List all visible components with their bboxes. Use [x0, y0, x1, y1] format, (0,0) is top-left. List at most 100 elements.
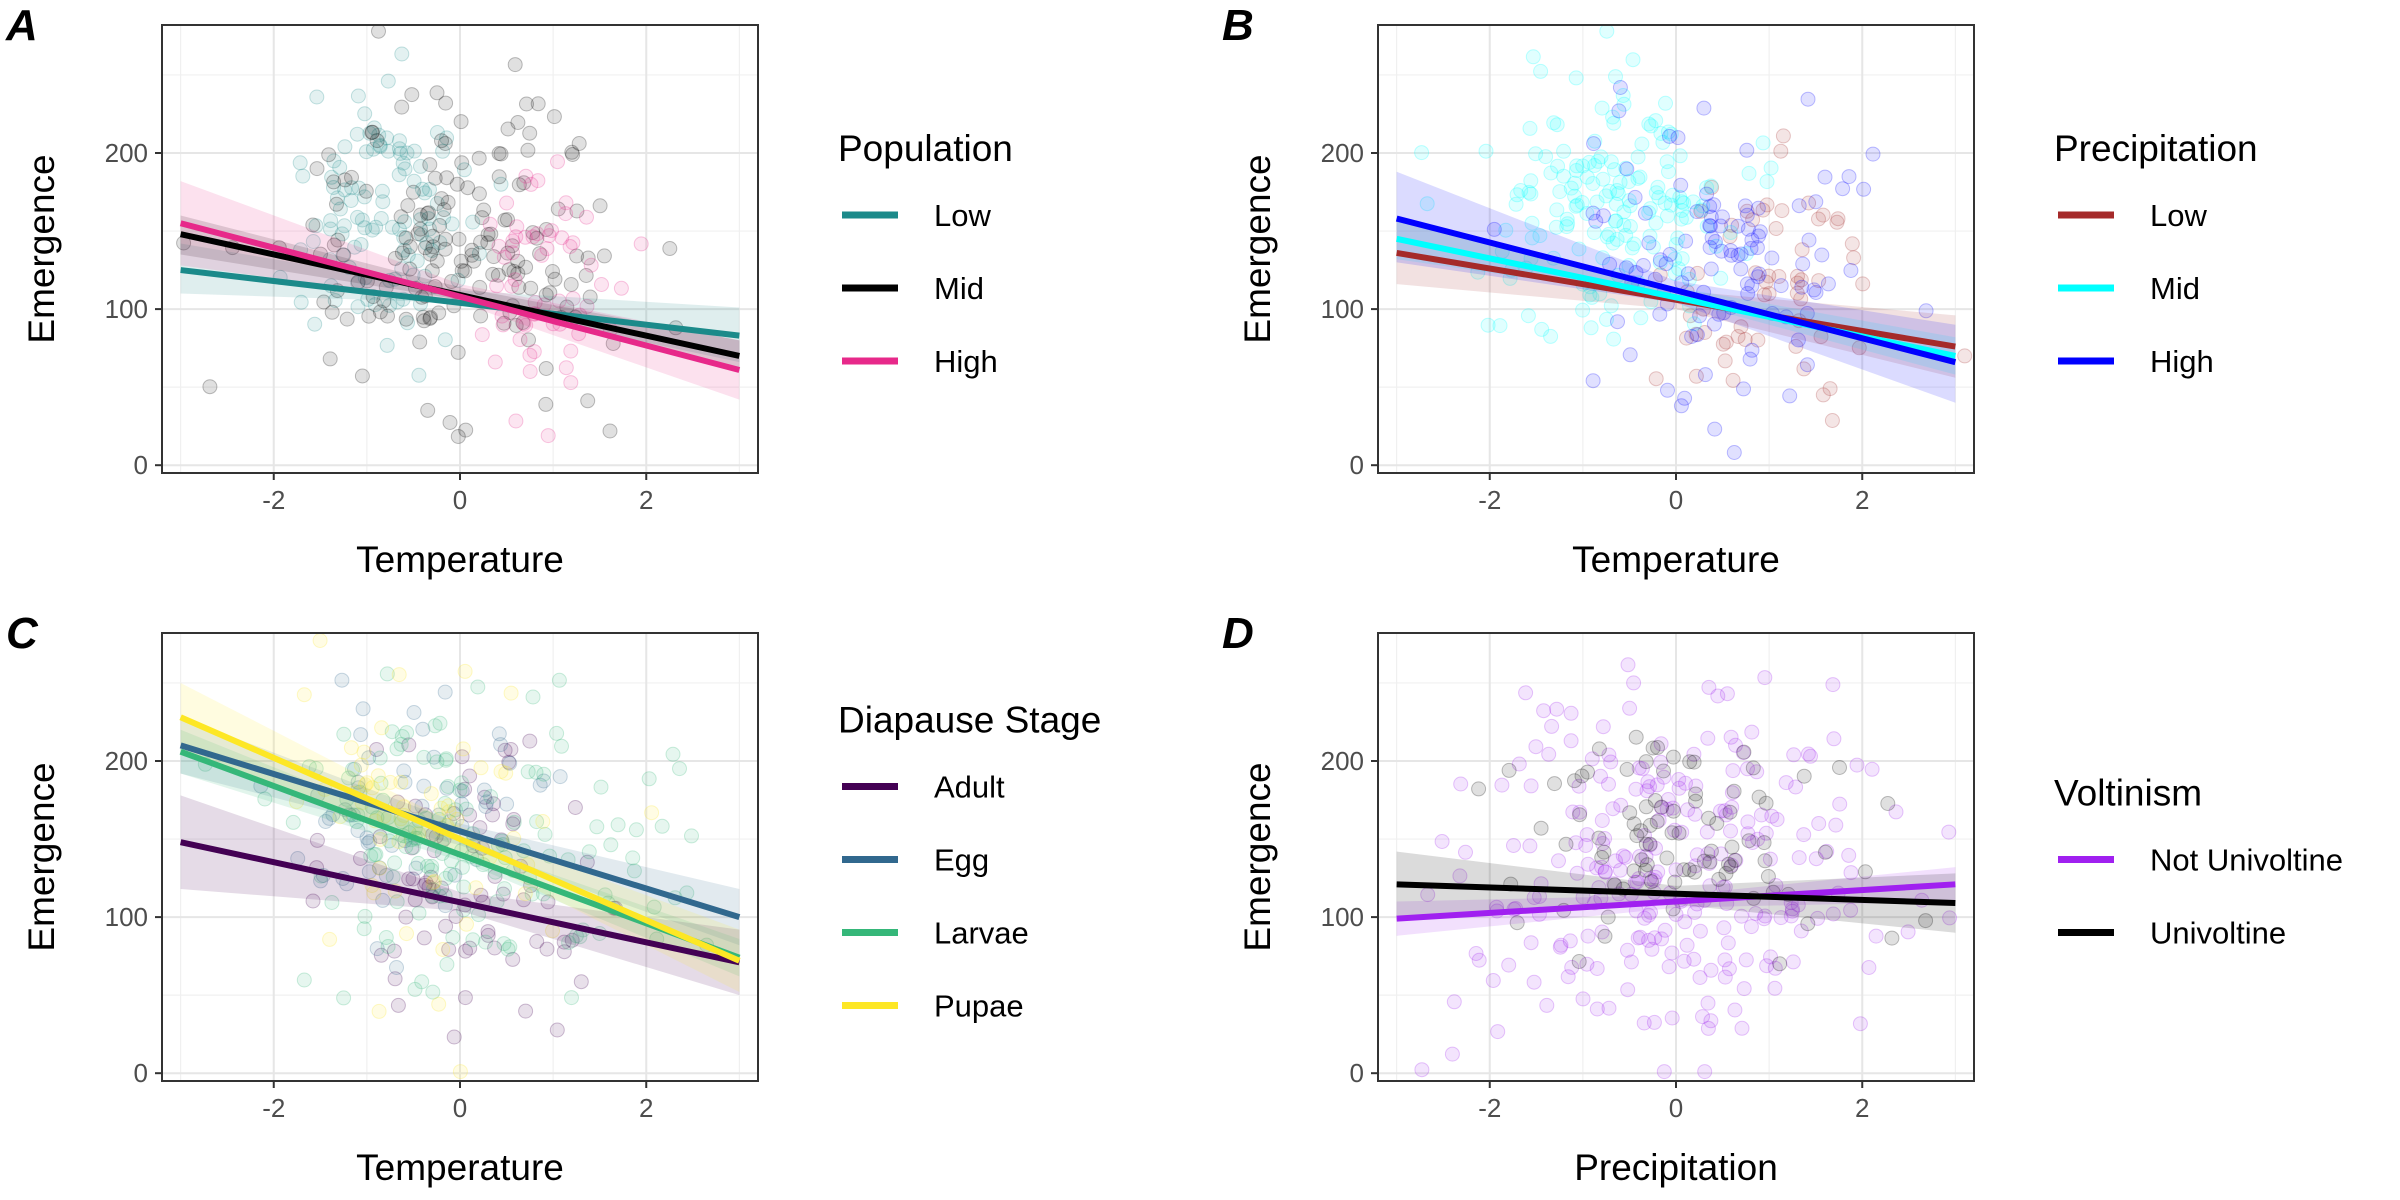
data-point: [1788, 338, 1804, 354]
data-point: [1702, 199, 1718, 214]
data-point: [1513, 183, 1529, 198]
x-axis-title: Temperature: [1572, 539, 1780, 580]
data-point: [1724, 839, 1740, 855]
data-point: [1713, 846, 1729, 862]
data-point: [603, 837, 619, 853]
y-axis-title: Emergence: [21, 154, 62, 343]
data-point: [1524, 230, 1540, 246]
data-point: [1703, 209, 1719, 225]
data-point: [1753, 807, 1769, 823]
data-point: [1851, 340, 1867, 356]
data-point: [454, 155, 470, 171]
data-point: [387, 855, 403, 871]
data-point: [437, 241, 453, 257]
data-point: [480, 227, 496, 242]
data-point: [1660, 382, 1675, 398]
data-point: [1603, 754, 1619, 770]
data-point: [485, 807, 500, 823]
data-point: [1730, 218, 1746, 234]
y-tick-label: 200: [105, 746, 148, 776]
data-point: [480, 927, 496, 943]
data-point: [1617, 849, 1633, 865]
data-point: [1559, 219, 1575, 235]
data-point: [1632, 169, 1648, 185]
data-point: [1769, 812, 1785, 827]
data-point: [1653, 126, 1669, 141]
data-point: [563, 375, 579, 391]
data-point: [613, 280, 629, 296]
y-tick-label: 100: [105, 902, 148, 932]
data-point: [522, 125, 538, 141]
data-point: [468, 880, 484, 896]
data-point: [1718, 865, 1734, 881]
data-point: [1601, 1000, 1617, 1016]
data-point: [1589, 1001, 1605, 1017]
data-point: [1524, 215, 1540, 231]
data-point: [1788, 779, 1804, 795]
data-point: [448, 909, 464, 924]
data-point: [1650, 864, 1666, 880]
data-point: [1704, 179, 1720, 195]
data-point: [1756, 287, 1772, 303]
data-point: [1668, 237, 1684, 252]
data-point: [480, 924, 496, 940]
data-point: [1434, 834, 1450, 849]
data-point: [1703, 218, 1718, 234]
data-point: [1652, 252, 1668, 268]
data-point: [1643, 118, 1659, 134]
data-point: [1841, 169, 1857, 185]
data-point: [501, 262, 517, 278]
data-point: [510, 253, 526, 269]
data-point: [1584, 289, 1600, 305]
data-point: [1538, 149, 1554, 165]
data-point: [1703, 962, 1719, 978]
regression-line: [1396, 881, 1956, 922]
data-point: [1580, 856, 1596, 872]
confidence-band: [180, 795, 740, 996]
data-point: [1580, 764, 1595, 780]
data-point: [374, 183, 390, 199]
data-point: [1701, 679, 1717, 695]
data-point: [1600, 909, 1616, 925]
data-point: [580, 393, 596, 409]
data-point: [1786, 747, 1802, 763]
data-point: [1790, 268, 1805, 284]
data-point: [1740, 761, 1755, 777]
data-point: [1639, 857, 1655, 873]
data-point: [332, 159, 348, 175]
data-point: [1670, 130, 1686, 146]
data-point: [1590, 153, 1606, 169]
data-point: [1703, 1013, 1719, 1029]
data-point: [353, 237, 369, 252]
data-point: [1629, 828, 1645, 844]
data-point: [416, 313, 432, 329]
data-point: [1843, 263, 1859, 278]
data-point: [1703, 178, 1719, 194]
data-point: [1755, 202, 1771, 218]
data-point: [1572, 807, 1588, 823]
data-point: [1586, 225, 1602, 241]
data-point: [337, 182, 353, 198]
data-point: [1736, 744, 1752, 760]
data-point: [1578, 838, 1594, 853]
data-point: [1811, 273, 1827, 289]
data-point: [380, 73, 396, 89]
data-point: [493, 176, 509, 192]
data-point: [433, 800, 449, 816]
data-point: [1710, 688, 1726, 704]
data-point: [454, 783, 470, 799]
data-point: [435, 942, 451, 957]
data-point: [1713, 270, 1729, 286]
data-point: [510, 115, 526, 130]
data-point: [1667, 874, 1683, 890]
data-point: [364, 222, 380, 238]
data-point: [1757, 908, 1773, 924]
data-point: [441, 804, 457, 820]
data-point: [1801, 195, 1817, 211]
data-point: [516, 175, 532, 191]
data-point: [1699, 180, 1715, 196]
data-point: [505, 816, 521, 832]
data-point: [1575, 991, 1591, 1007]
data-point: [505, 245, 520, 261]
data-point: [1644, 941, 1660, 957]
